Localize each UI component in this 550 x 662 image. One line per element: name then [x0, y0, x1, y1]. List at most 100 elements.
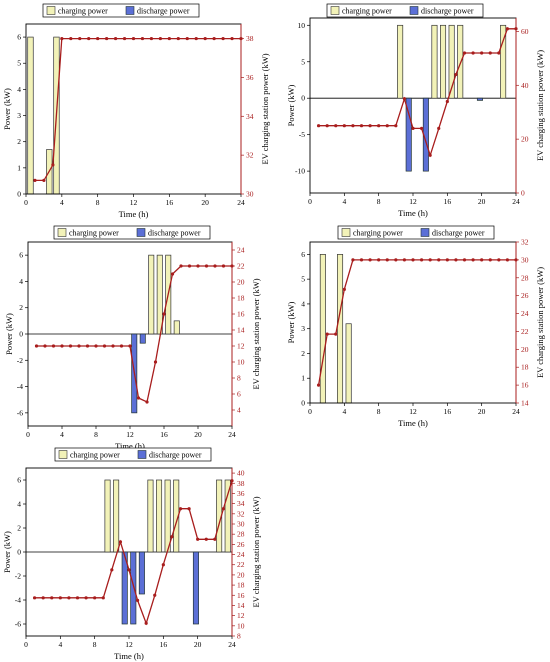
legend-frame	[54, 447, 212, 462]
y2-tick-label: 22	[237, 262, 245, 271]
station-power-point	[51, 344, 56, 348]
y2-tick-label: 24	[237, 246, 245, 255]
station-power-point	[445, 258, 449, 262]
y-tick-label: 4	[17, 85, 21, 94]
legend-charging-label: charging power	[58, 7, 108, 16]
y2-axis-label: EV charging station power (kW)	[535, 267, 545, 378]
station-power-point	[213, 264, 217, 268]
x-tick-label: 4	[342, 197, 346, 206]
station-power-point	[110, 568, 114, 572]
station-power-point	[194, 36, 198, 41]
y2-tick-label: 36	[237, 489, 245, 498]
chart-panel-2: 0 4 8 12 16 20 24 -10 -5 0 5 10 0 20 40 60 Time (h) Power…	[286, 3, 545, 218]
station-power-point	[187, 264, 192, 268]
station-power-point	[78, 36, 82, 41]
y2-tick-label: 32	[246, 151, 254, 160]
y-tick-label: 5	[301, 275, 305, 284]
x-tick-label: 0	[24, 198, 28, 207]
station-power-point	[170, 535, 174, 539]
station-power-point	[96, 36, 100, 41]
x-tick-label: 4	[342, 407, 346, 416]
station-power-point	[128, 344, 132, 348]
station-power-point	[342, 287, 346, 292]
x-tick-label: 20	[478, 197, 486, 206]
station-power-point	[471, 258, 475, 262]
station-power-point	[170, 272, 175, 276]
discharge-bar	[476, 97, 483, 101]
station-power-point	[136, 396, 141, 400]
station-power-point	[462, 51, 467, 55]
station-power-point	[402, 97, 407, 101]
y2-tick-label: 28	[237, 530, 245, 539]
station-power-point	[161, 563, 165, 567]
station-power-point	[437, 258, 441, 262]
station-power-point	[213, 537, 217, 541]
x-tick-label: 8	[93, 640, 97, 649]
charging-bar	[440, 24, 447, 99]
station-power-point	[42, 178, 46, 182]
station-power-point	[488, 258, 492, 262]
station-power-point	[454, 72, 458, 77]
station-power-point	[167, 36, 171, 41]
chart-panel-4: 0 4 8 12 16 20 24012345614161820222426283032Ti…	[286, 225, 545, 428]
legend-charging-swatch	[46, 6, 56, 15]
station-power-point	[162, 312, 166, 316]
station-power-point	[471, 51, 475, 55]
y2-tick-label: 14	[237, 601, 245, 610]
charging-bar	[104, 479, 111, 553]
station-power-point	[111, 344, 115, 348]
x-tick-label: 16	[160, 640, 168, 649]
x-tick-label: 24	[237, 198, 245, 207]
charging-bar	[397, 24, 404, 99]
station-power-point	[77, 344, 81, 348]
station-power-point	[480, 51, 484, 55]
y-tick-label: 10	[298, 21, 306, 30]
legend-charging-label: charging power	[70, 451, 120, 460]
station-power-point	[204, 264, 209, 268]
station-power-point	[102, 344, 107, 348]
station-power-point	[34, 344, 39, 348]
station-power-point	[351, 124, 355, 128]
station-power-point	[122, 36, 127, 41]
y2-axis-label: EV charging station power (kW)	[260, 53, 270, 164]
station-power-point	[325, 124, 329, 128]
y-tick-label: -4	[17, 382, 23, 391]
y2-tick-label: 6	[237, 390, 241, 399]
legend-discharge-swatch	[137, 450, 147, 459]
x-tick-label: 20	[478, 407, 486, 416]
y-tick-label: 0	[301, 94, 305, 103]
y2-tick-label: 60	[521, 27, 529, 36]
station-power-point	[87, 36, 91, 41]
y2-tick-label: 30	[521, 255, 529, 264]
y-tick-label: 2	[17, 137, 21, 146]
station-power-point	[153, 593, 157, 597]
station-power-point	[179, 264, 183, 268]
station-power-point	[67, 596, 71, 600]
y-tick-label: 3	[301, 324, 305, 333]
station-power-point	[176, 36, 180, 41]
x-tick-label: 4	[60, 430, 64, 439]
station-power-point	[69, 36, 73, 41]
station-power-point	[43, 344, 47, 348]
station-power-point	[149, 36, 154, 41]
x-tick-label: 8	[96, 198, 100, 207]
x-tick-label: 16	[444, 197, 452, 206]
legend-discharge-label: discharge power	[149, 451, 202, 460]
x-tick-label: 4	[58, 640, 62, 649]
charging-bar	[224, 479, 231, 553]
x-tick-label: 20	[194, 430, 202, 439]
legend: charging power discharge power	[42, 3, 200, 18]
y2-axis-label: EV charging station power (kW)	[251, 496, 261, 607]
y-tick-label: 4	[17, 500, 21, 509]
station-power-point	[145, 400, 149, 404]
x-tick-label: 12	[130, 198, 138, 207]
y2-tick-label: 20	[521, 135, 529, 144]
station-power-point	[325, 332, 329, 336]
y2-tick-label: 22	[521, 327, 529, 336]
x-tick-label: 24	[512, 407, 520, 416]
y-tick-label: 0	[301, 399, 305, 408]
y-tick-label: 2	[19, 303, 23, 312]
y-tick-label: -2	[17, 356, 23, 365]
station-power-point	[196, 537, 200, 541]
y2-tick-label: 40	[521, 81, 529, 90]
